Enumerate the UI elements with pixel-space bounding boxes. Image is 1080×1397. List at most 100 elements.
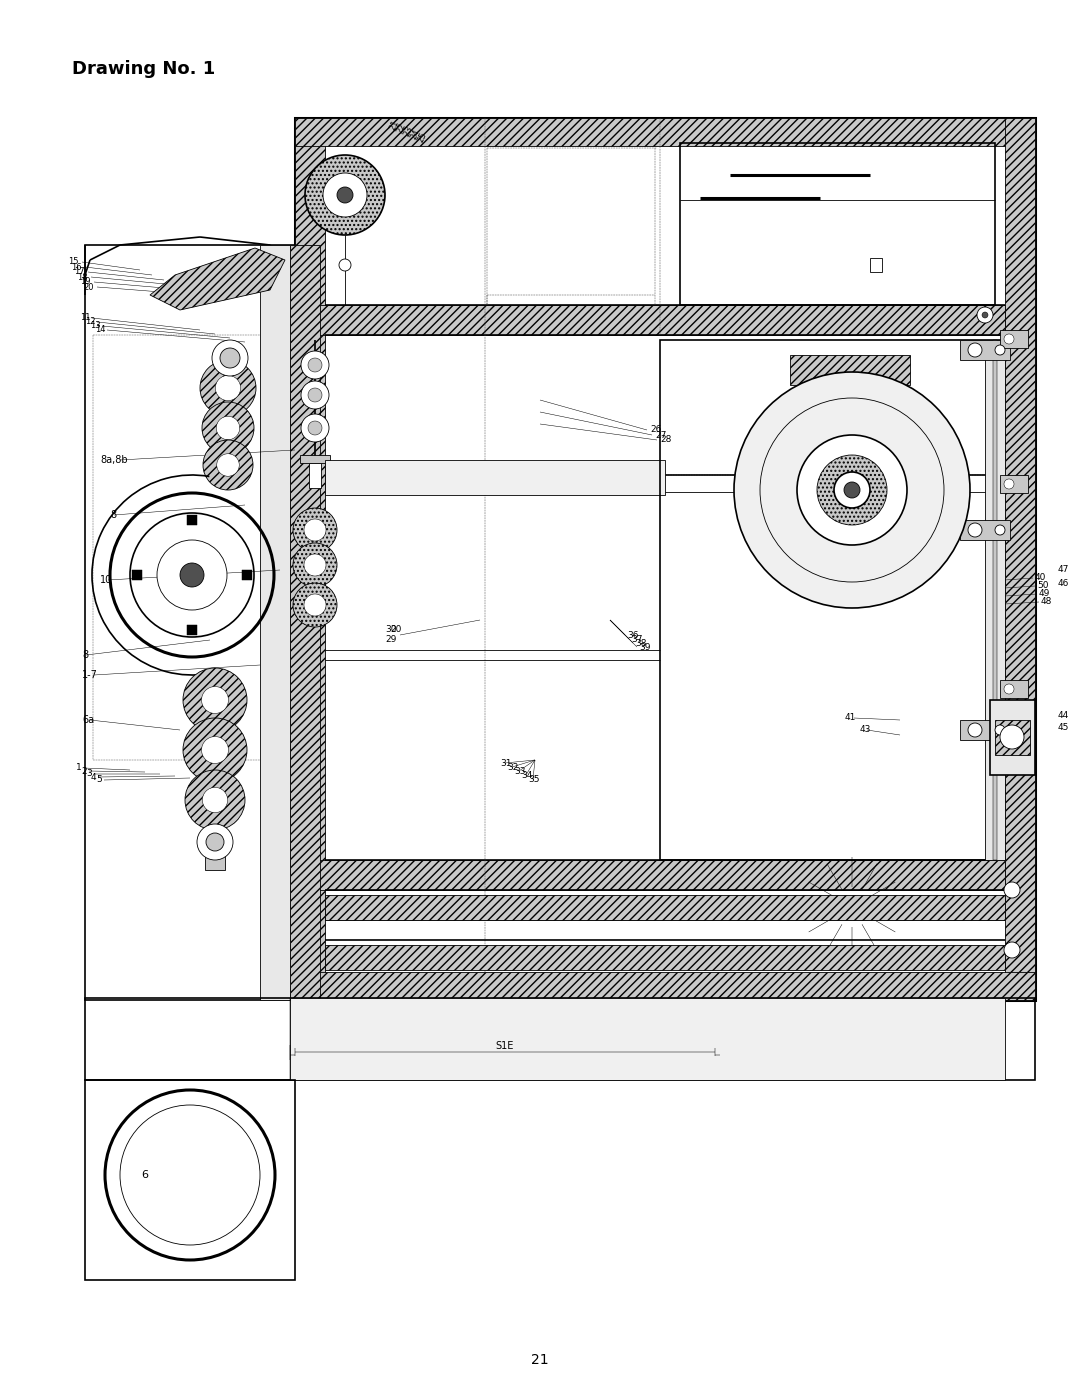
Bar (800, 386, 900, 409)
Bar (132, 570, 141, 580)
Text: S1E: S1E (496, 1041, 514, 1051)
Bar (1000, 330, 1028, 348)
Text: 29: 29 (384, 636, 396, 644)
Text: 32: 32 (507, 763, 518, 771)
Bar (205, 855, 225, 870)
Text: 17: 17 (75, 267, 84, 277)
Bar (295, 861, 1005, 890)
Text: 31: 31 (500, 759, 512, 767)
Circle shape (217, 454, 240, 476)
Text: 12: 12 (85, 317, 95, 327)
Circle shape (977, 307, 993, 323)
Text: 24: 24 (409, 127, 421, 141)
Circle shape (303, 594, 326, 616)
Text: 33: 33 (514, 767, 526, 775)
Circle shape (734, 372, 970, 608)
Circle shape (968, 344, 982, 358)
Text: 3: 3 (86, 770, 92, 778)
Bar (85, 1080, 295, 1280)
Text: 39: 39 (639, 643, 650, 651)
Text: 16: 16 (71, 263, 82, 271)
Circle shape (215, 376, 241, 401)
Bar (291, 244, 320, 1000)
Circle shape (180, 563, 204, 587)
Text: 36: 36 (627, 630, 638, 640)
Circle shape (203, 440, 253, 490)
Text: 20: 20 (390, 626, 402, 634)
Circle shape (200, 360, 256, 416)
Circle shape (308, 358, 322, 372)
Text: 25: 25 (416, 130, 429, 144)
Text: 35: 35 (528, 774, 540, 784)
Text: 5: 5 (96, 775, 102, 785)
Text: 43: 43 (860, 725, 872, 735)
Circle shape (1004, 882, 1020, 898)
Text: 45: 45 (1058, 724, 1069, 732)
Bar (1005, 117, 1035, 1000)
Bar (187, 515, 197, 525)
Text: Drawing No. 1: Drawing No. 1 (72, 60, 215, 78)
Text: 21: 21 (531, 1354, 549, 1368)
Text: 47: 47 (1058, 566, 1069, 574)
Text: 1: 1 (76, 764, 82, 773)
Text: 44: 44 (1058, 711, 1069, 719)
Circle shape (293, 583, 337, 627)
Text: 22: 22 (395, 122, 407, 134)
Text: 21: 21 (388, 119, 401, 131)
Bar (187, 624, 197, 636)
Circle shape (797, 434, 907, 545)
Circle shape (301, 351, 329, 379)
Bar (242, 570, 252, 580)
Bar (993, 339, 997, 861)
Bar (870, 258, 882, 272)
Circle shape (202, 686, 229, 714)
Bar (960, 719, 1010, 740)
Circle shape (197, 824, 233, 861)
Bar (960, 520, 1010, 541)
Text: 50: 50 (1037, 581, 1049, 591)
Text: 8: 8 (82, 650, 89, 659)
Circle shape (293, 509, 337, 552)
Circle shape (202, 788, 228, 813)
Circle shape (323, 173, 367, 217)
Text: 15: 15 (68, 257, 79, 267)
Text: 11: 11 (80, 313, 91, 323)
Circle shape (995, 725, 1005, 735)
Bar (985, 339, 1005, 861)
Text: 48: 48 (1041, 598, 1052, 606)
Text: 8a,8b: 8a,8b (100, 455, 127, 465)
Bar (295, 117, 1035, 147)
Circle shape (308, 388, 322, 402)
Bar (789, 355, 910, 386)
Circle shape (337, 187, 353, 203)
Circle shape (157, 541, 227, 610)
Text: 41: 41 (845, 714, 856, 722)
Circle shape (834, 472, 870, 509)
Text: 28: 28 (660, 436, 672, 444)
Bar (295, 305, 1005, 335)
Circle shape (995, 345, 1005, 355)
Bar (295, 117, 1035, 1000)
Text: 2: 2 (81, 767, 86, 775)
Bar (325, 895, 1005, 921)
Circle shape (183, 668, 247, 732)
Circle shape (293, 543, 337, 587)
Circle shape (1004, 334, 1014, 344)
Text: 6: 6 (141, 1171, 149, 1180)
Bar (1000, 680, 1028, 698)
Circle shape (1004, 479, 1014, 489)
Circle shape (206, 833, 224, 851)
Circle shape (982, 312, 988, 319)
Circle shape (303, 520, 326, 541)
Circle shape (1004, 685, 1014, 694)
Circle shape (212, 339, 248, 376)
Text: 34: 34 (521, 771, 532, 780)
Circle shape (303, 555, 326, 576)
Text: 14: 14 (95, 326, 106, 334)
Circle shape (968, 724, 982, 738)
Circle shape (1004, 942, 1020, 958)
Polygon shape (150, 249, 285, 310)
Text: 27: 27 (654, 430, 666, 440)
Bar (300, 455, 330, 462)
Circle shape (202, 736, 229, 763)
